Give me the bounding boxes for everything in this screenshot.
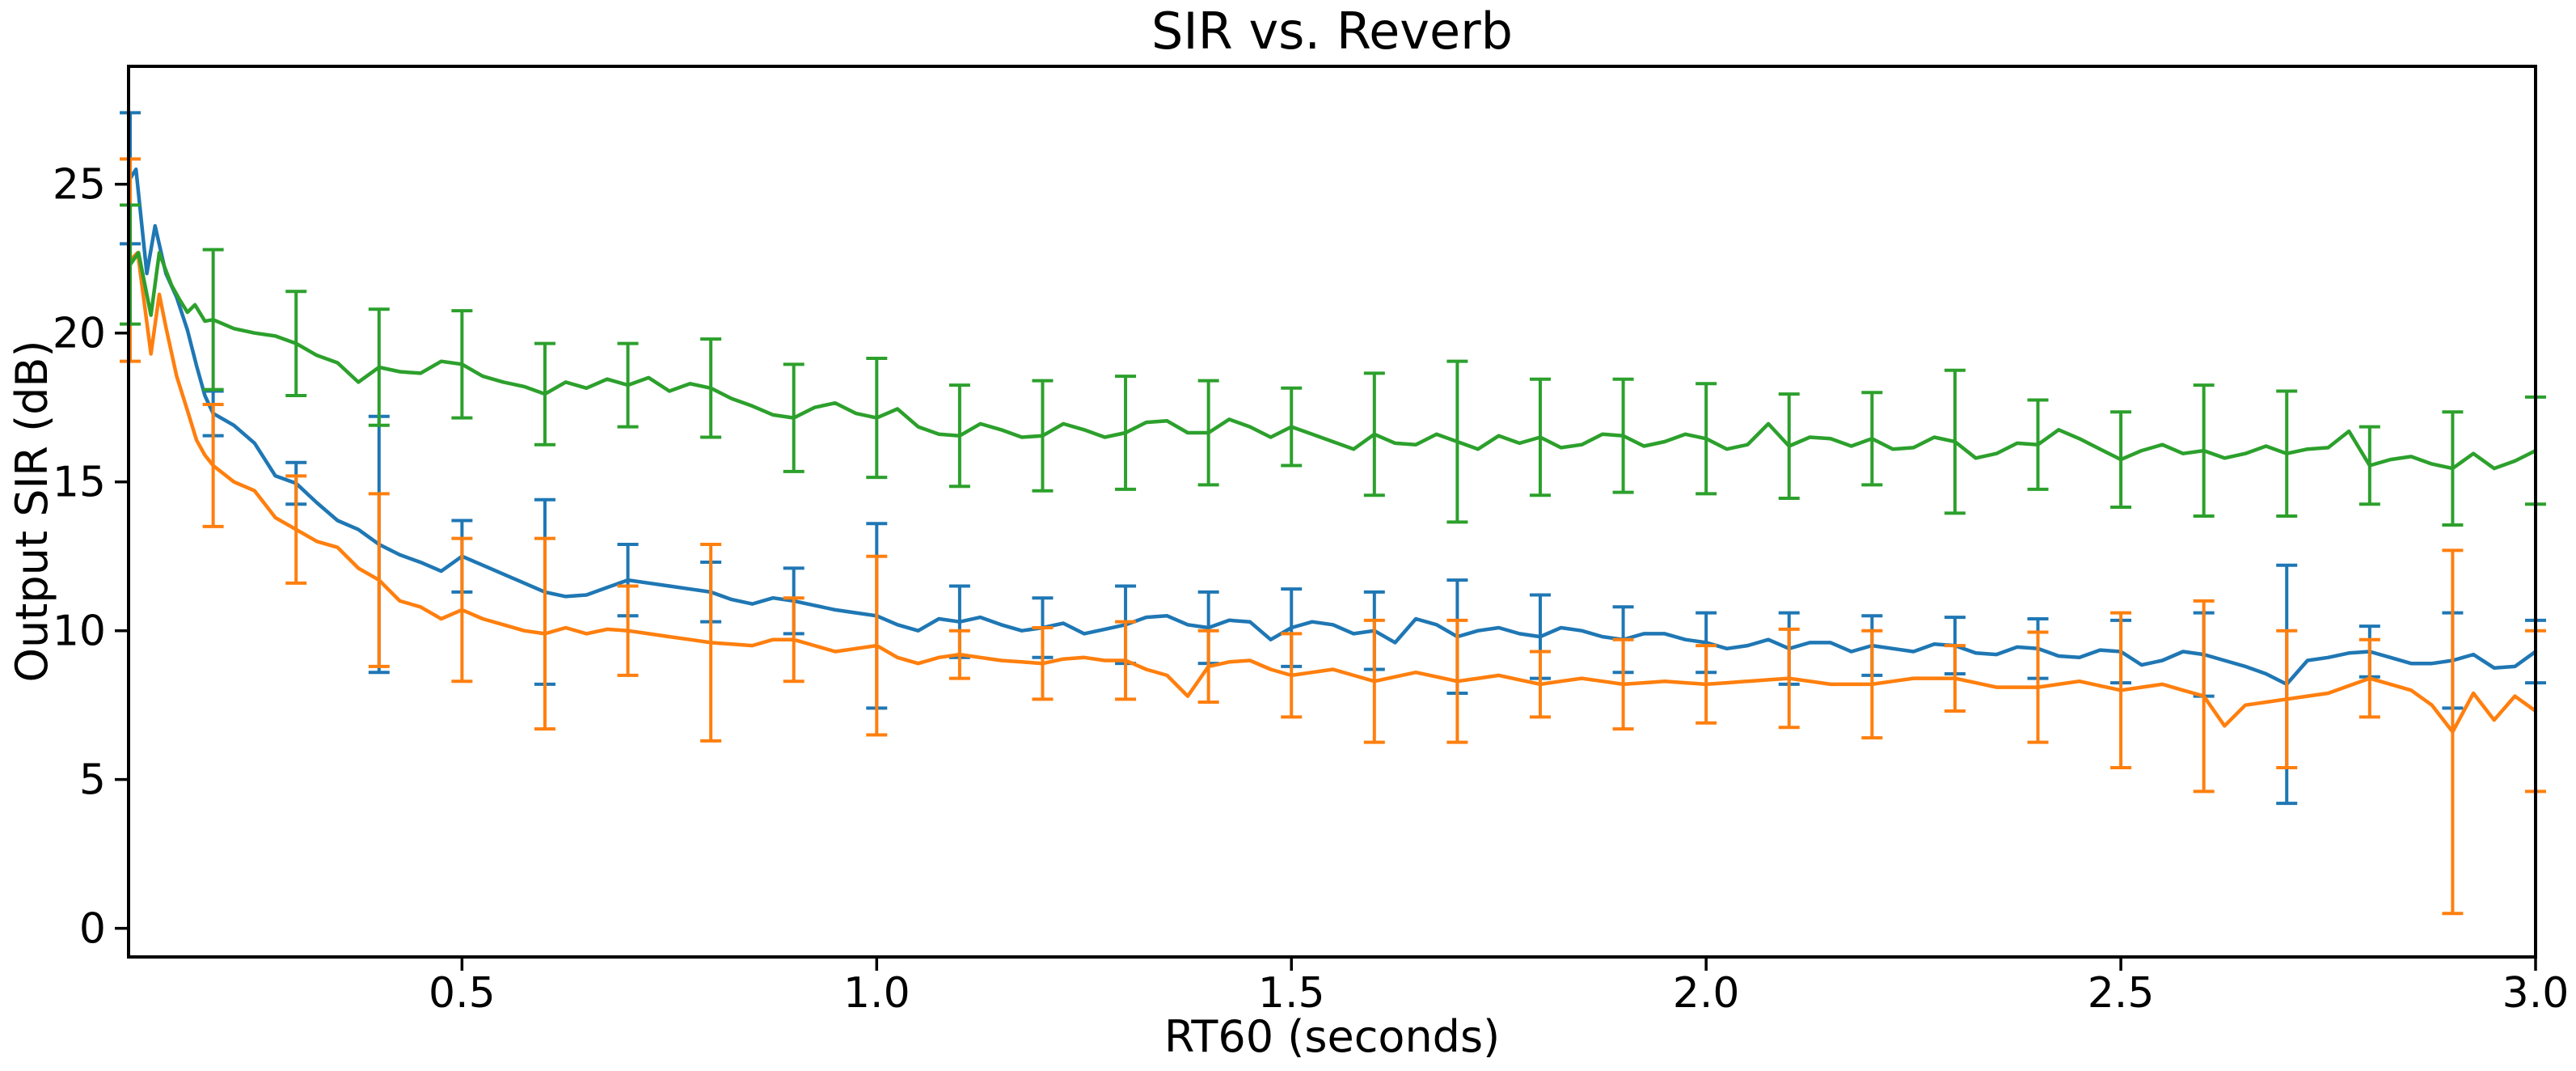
x-tick-label: 1.0	[843, 969, 910, 1018]
x-tick-label: 1.5	[1258, 969, 1325, 1018]
x-axis-label: RT60 (seconds)	[1163, 1011, 1501, 1062]
chart-title: SIR vs. Reverb	[1151, 2, 1513, 61]
plot-spines	[127, 65, 2537, 959]
x-tick-label: 0.5	[429, 969, 496, 1018]
x-tick-label: 2.0	[1673, 969, 1740, 1018]
series-blue-line	[128, 167, 2538, 687]
y-tick-label: 25	[53, 161, 106, 210]
series-blue-error-bars	[120, 111, 2546, 806]
series-orange-line	[128, 251, 2538, 734]
axis-ticks	[115, 182, 2537, 971]
y-tick-label: 5	[79, 756, 106, 805]
series-green-line	[128, 251, 2538, 471]
y-tick-label: 10	[53, 607, 106, 656]
series-orange-error-bars	[120, 157, 2546, 916]
x-tick-label: 3.0	[2502, 969, 2570, 1018]
x-tick-label: 2.5	[2088, 969, 2155, 1018]
y-tick-label: 0	[79, 905, 106, 954]
y-tick-label: 20	[53, 310, 106, 358]
y-axis-label: Output SIR (dB)	[6, 340, 57, 683]
series-green-error-bars	[120, 203, 2546, 527]
y-tick-label: 15	[53, 459, 106, 507]
